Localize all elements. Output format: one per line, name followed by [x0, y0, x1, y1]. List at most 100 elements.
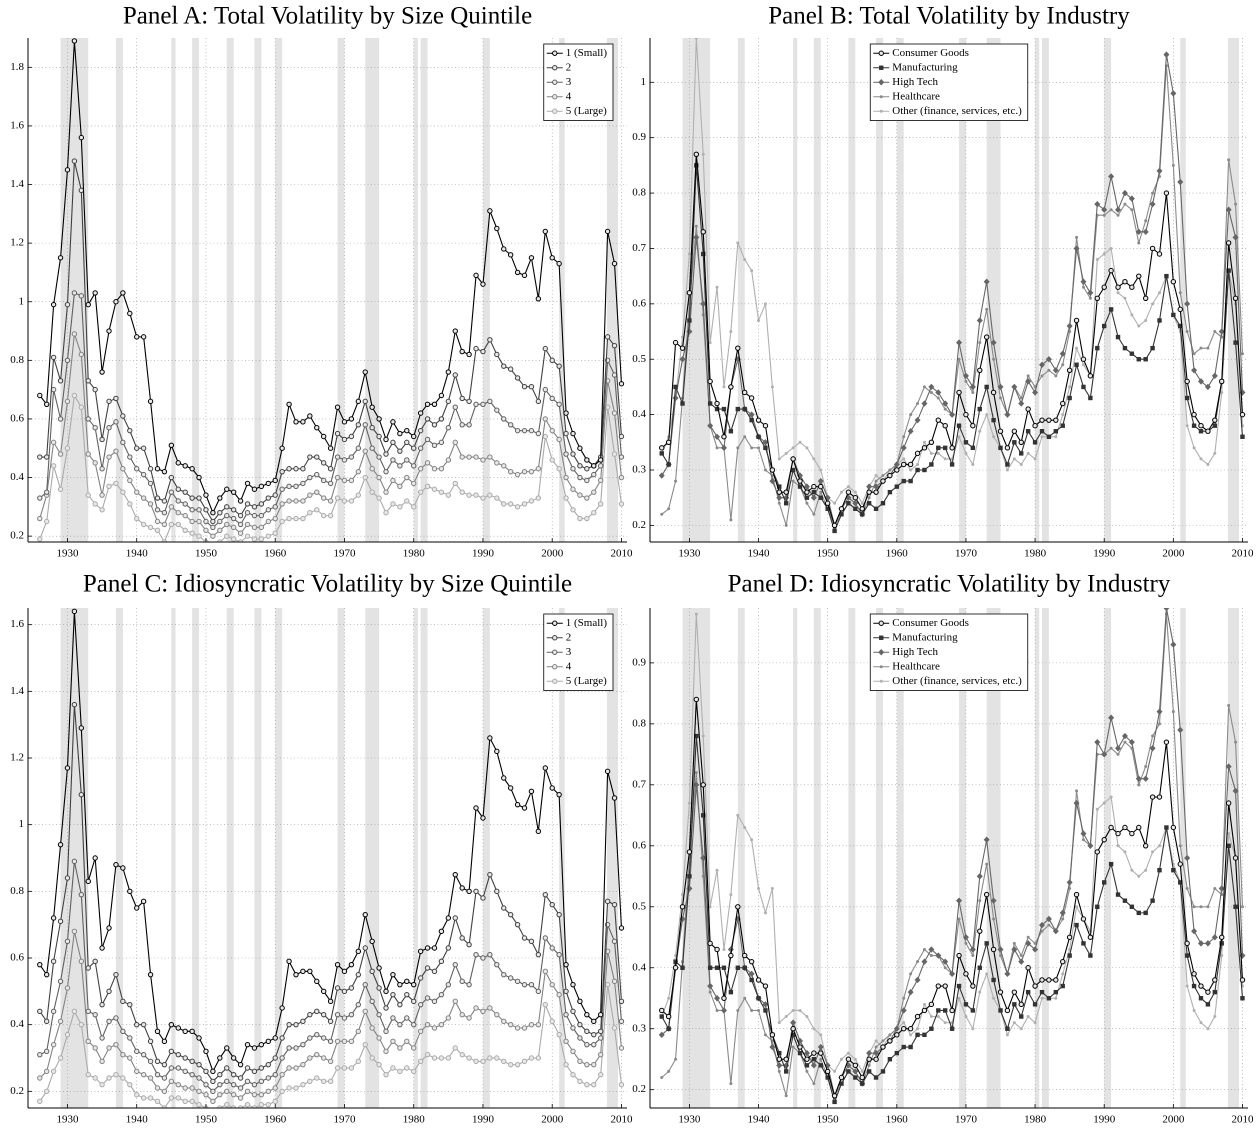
marker	[1018, 958, 1025, 965]
marker	[535, 1021, 542, 1028]
marker	[1192, 446, 1196, 450]
marker	[411, 981, 417, 988]
marker	[404, 457, 410, 463]
marker	[577, 998, 583, 1005]
marker	[1213, 886, 1217, 890]
y-tick-label: 0.6	[10, 412, 24, 424]
marker	[113, 1015, 119, 1021]
marker	[1073, 245, 1080, 252]
marker	[390, 457, 396, 463]
marker	[804, 489, 810, 495]
marker	[300, 1041, 306, 1048]
marker	[154, 527, 161, 533]
marker	[618, 1081, 625, 1088]
marker	[784, 523, 788, 527]
marker	[556, 1031, 562, 1038]
marker	[182, 501, 188, 507]
marker	[134, 905, 140, 911]
marker	[390, 1038, 396, 1045]
y-tick-label: 0.4	[632, 408, 646, 420]
marker	[914, 1013, 921, 1020]
marker	[307, 413, 313, 419]
marker	[997, 428, 1004, 434]
marker	[71, 858, 78, 865]
marker	[487, 398, 493, 405]
marker	[175, 498, 181, 504]
marker	[667, 507, 671, 511]
recession-band	[986, 608, 1001, 1108]
marker	[140, 445, 147, 451]
marker	[521, 468, 528, 475]
marker	[720, 444, 727, 452]
marker	[147, 1058, 154, 1065]
marker	[552, 79, 558, 85]
marker	[466, 941, 472, 948]
marker	[78, 187, 85, 194]
marker	[825, 1075, 830, 1080]
marker	[147, 398, 154, 405]
marker	[210, 518, 216, 525]
marker	[1151, 302, 1155, 306]
marker	[237, 1105, 244, 1108]
marker	[963, 440, 969, 445]
marker	[611, 795, 618, 801]
marker	[991, 977, 996, 983]
marker	[679, 904, 686, 910]
marker	[1018, 400, 1025, 407]
marker	[1087, 289, 1094, 296]
marker	[714, 946, 720, 953]
marker	[327, 512, 334, 519]
marker	[452, 328, 458, 334]
x-tick-label: 1950	[195, 1114, 218, 1126]
marker	[300, 480, 306, 487]
marker	[611, 372, 618, 378]
marker	[729, 518, 733, 522]
marker	[480, 457, 486, 463]
marker	[411, 504, 417, 510]
marker	[790, 1026, 796, 1032]
marker	[1046, 996, 1052, 1001]
marker	[729, 1082, 733, 1086]
marker	[507, 252, 514, 258]
marker	[819, 1057, 823, 1061]
y-tick-label: 0.3	[632, 464, 646, 476]
recession-band	[959, 38, 966, 542]
marker	[1158, 722, 1162, 726]
marker	[279, 501, 285, 507]
marker	[293, 419, 299, 425]
marker	[999, 396, 1003, 400]
marker	[251, 486, 258, 492]
y-tick-label: 0.8	[632, 717, 646, 729]
marker	[383, 988, 389, 995]
marker	[969, 946, 976, 953]
marker	[314, 1051, 320, 1058]
marker	[466, 422, 472, 428]
marker	[591, 489, 597, 495]
marker	[1005, 462, 1010, 467]
y-tick-label: 0.4	[10, 471, 24, 483]
marker	[542, 1001, 548, 1008]
marker	[1061, 363, 1065, 367]
x-tick-label: 2000	[1162, 1114, 1185, 1126]
marker	[1144, 765, 1148, 769]
marker	[113, 971, 119, 978]
marker	[293, 1065, 299, 1071]
marker	[258, 1041, 265, 1048]
marker	[783, 489, 789, 495]
marker	[1185, 886, 1189, 890]
marker	[348, 961, 355, 968]
marker	[962, 372, 969, 380]
marker	[659, 1014, 664, 1019]
marker	[1206, 462, 1210, 466]
marker	[480, 1058, 486, 1065]
marker	[776, 489, 782, 495]
marker	[473, 454, 479, 460]
marker	[390, 477, 396, 484]
marker	[971, 390, 975, 394]
marker	[570, 507, 576, 513]
marker	[279, 468, 285, 475]
marker	[591, 1061, 597, 1068]
marker	[1094, 738, 1101, 746]
marker	[43, 1068, 50, 1075]
marker	[680, 401, 685, 406]
